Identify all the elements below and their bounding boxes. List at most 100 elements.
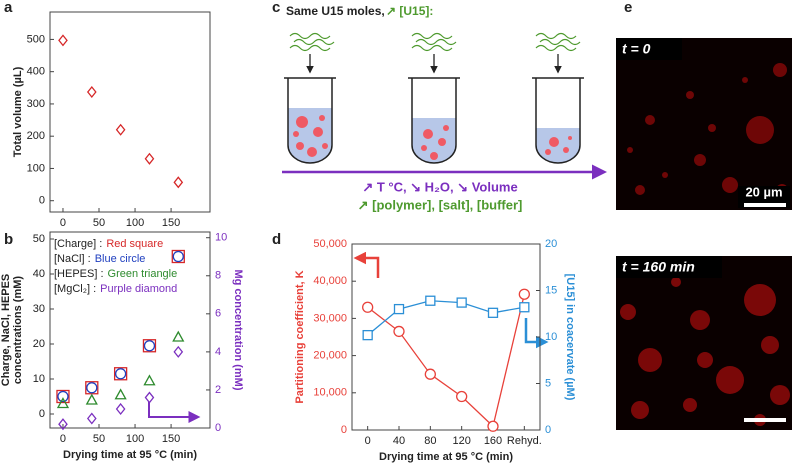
marker [85, 381, 99, 395]
marker [144, 152, 155, 165]
legend-label: [NaCl] : [54, 253, 91, 265]
y2-tick-label: 6 [215, 308, 221, 320]
image-label: t = 0 [622, 41, 651, 57]
x-tick-label: 0 [60, 217, 66, 229]
y-tick-label: 20,000 [313, 350, 347, 362]
marker [393, 303, 405, 315]
x-tick-label: 120 [452, 435, 470, 447]
polymer-strands [289, 32, 581, 52]
marker [362, 329, 373, 341]
marker [393, 325, 405, 338]
y2-axis-label: Mg concentration (mM) [232, 270, 244, 391]
marker [173, 176, 184, 189]
marker [114, 368, 127, 380]
marker [85, 393, 98, 405]
marker [144, 391, 155, 404]
marker [143, 374, 156, 386]
x-axis-label: Drying time at 95 °C (min) [379, 451, 513, 463]
y-tick-label: 50 [33, 233, 45, 245]
x-tick-label: 0 [365, 435, 371, 447]
plot-frame [49, 231, 211, 429]
diagram-caption: ↗ [polymer], [salt], [buffer] [358, 197, 523, 212]
y2-tick-label: 2 [215, 384, 221, 396]
x-tick-label: 150 [162, 217, 180, 229]
panel-label: c [272, 0, 280, 16]
x-axis-label: Drying time at 95 °C (min) [63, 449, 197, 461]
y-tick-label: 100 [27, 162, 45, 174]
y2-tick-label: 0 [215, 422, 221, 434]
legend-label: [MgCl₂] : [54, 283, 96, 295]
scale-bar-label: 20 µm [745, 184, 782, 199]
panel-label: a [4, 0, 13, 16]
marker [425, 295, 436, 306]
y-tick-label: 300 [27, 98, 45, 110]
scale-bar [744, 418, 786, 422]
marker [113, 367, 128, 381]
y2-axis-label: [U15] in coacervate (µM) [564, 274, 576, 401]
legend-marker-label: Red square [106, 238, 163, 250]
marker [518, 288, 530, 300]
marker [56, 389, 70, 404]
annotation-arrow [148, 402, 201, 423]
marker [56, 397, 70, 409]
y-tick-label: 40 [33, 268, 45, 280]
marker [424, 368, 436, 380]
y-tick-label: 0 [341, 424, 347, 436]
x-tick-label: 100 [126, 217, 144, 229]
marker [519, 302, 530, 313]
marker [487, 307, 499, 318]
marker [172, 330, 185, 342]
y-tick-label: 400 [27, 66, 45, 78]
marker [86, 382, 98, 394]
panel-label: d [272, 231, 281, 248]
marker [142, 339, 157, 353]
x-tick-label: 50 [93, 433, 105, 445]
legend-marker-label: Green triangle [108, 268, 178, 280]
y-tick-label: 500 [27, 33, 45, 45]
y-tick-label: 200 [27, 130, 45, 142]
panel-label: e [624, 0, 632, 16]
y-tick-label: 0 [39, 408, 45, 420]
x-tick-label: 50 [93, 217, 105, 229]
y-tick-label: 10,000 [313, 387, 347, 399]
plot-frame [351, 243, 541, 431]
plot-frame [49, 11, 211, 213]
tubes [284, 77, 584, 164]
y2-tick-label: 15 [545, 284, 557, 296]
marker [456, 297, 467, 308]
y2-tick-label: 20 [545, 238, 557, 250]
y2-tick-label: 10 [545, 331, 557, 343]
y2-tick-label: 5 [545, 377, 551, 389]
line [367, 300, 525, 336]
legend-marker-label: Blue circle [95, 253, 146, 265]
marker [172, 250, 184, 263]
scale-bar [744, 203, 786, 207]
marker [487, 420, 499, 432]
marker [115, 123, 126, 136]
x-tick-label: 80 [424, 435, 436, 447]
marker [114, 388, 127, 400]
y2-tick-label: 0 [545, 424, 551, 436]
x-tick-label: Rehyd. [507, 435, 542, 447]
x-tick-label: 150 [162, 433, 180, 445]
diagram: Same U15 moles, ↗ [U15]: [282, 4, 607, 212]
x-tick-label: 40 [393, 435, 405, 447]
marker [58, 34, 68, 47]
y-axis-label: concentrations (mM) [12, 276, 24, 385]
y-tick-label: 40,000 [313, 275, 347, 287]
legend-label: [HEPES] : [54, 268, 104, 280]
y2-tick-label: 8 [215, 270, 221, 282]
y-tick-label: 20 [33, 338, 45, 350]
y-axis-label: Charge, NaCl, HEPES [0, 274, 12, 386]
marker [362, 301, 374, 313]
marker [143, 340, 156, 352]
x-tick-label: 0 [60, 433, 66, 445]
marker [86, 85, 97, 99]
marker [173, 345, 184, 358]
y-tick-label: 30,000 [313, 312, 347, 324]
legend-label: [Charge] : [54, 238, 102, 250]
y-tick-label: 50,000 [313, 238, 347, 250]
marker [456, 390, 468, 403]
marker [171, 249, 185, 264]
